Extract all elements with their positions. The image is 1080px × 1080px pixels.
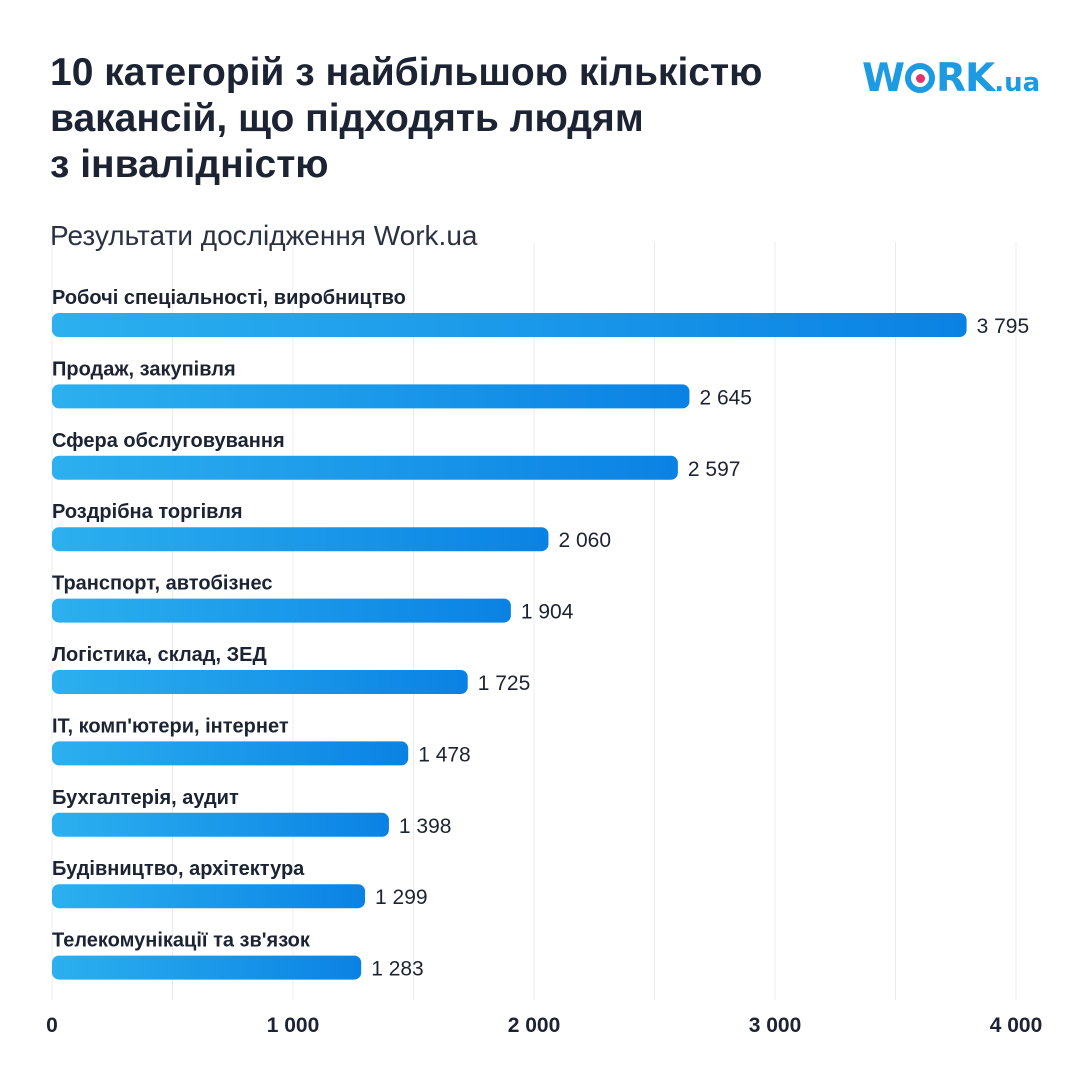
- x-tick-label: 0: [46, 1014, 58, 1037]
- value-label: 2 597: [688, 458, 741, 481]
- title-line-2: вакансій, що підходять людям: [50, 97, 644, 140]
- bar: [52, 884, 366, 909]
- bar-group: Продаж, закупівля 2 645: [52, 358, 752, 409]
- bar: [52, 384, 690, 409]
- bar: [52, 527, 549, 552]
- bar: [52, 670, 468, 694]
- category-label: Сфера обслуговування: [52, 430, 285, 452]
- logo-o-mark-icon: [905, 63, 936, 93]
- category-label: Транспорт, автобізнес: [52, 573, 272, 595]
- category-label: Бухгалтерія, аудит: [52, 787, 239, 809]
- bar-group: Транспорт, автобізнес 1 904: [52, 573, 574, 624]
- category-label: IT, комп'ютери, інтернет: [52, 715, 289, 737]
- category-label: Будівництво, архітектура: [52, 858, 305, 880]
- bar-group: Робочі спеціальності, виробництво 3 795: [52, 287, 1029, 338]
- bar-group: Роздрібна торгівля 2 060: [52, 501, 611, 552]
- x-tick-label: 3 000: [749, 1014, 802, 1037]
- value-label: 1 725: [478, 672, 531, 695]
- title-line-3: з інвалідністю: [50, 143, 329, 186]
- value-label: 2 645: [699, 386, 752, 409]
- bar-group: Будівництво, архітектура 1 299: [52, 858, 428, 909]
- bar: [52, 598, 511, 623]
- value-label: 1 398: [399, 815, 452, 838]
- value-label: 1 904: [521, 601, 574, 624]
- x-tick-label: 1 000: [267, 1014, 320, 1037]
- bar-group: Телекомунікації та зв'язок 1 283: [52, 930, 424, 981]
- category-label: Роздрібна торгівля: [52, 501, 243, 523]
- category-label: Робочі спеціальності, виробництво: [52, 287, 406, 309]
- chart-subtitle: Результати дослідження Work.ua: [50, 220, 478, 251]
- category-label: Логістика, склад, ЗЕД: [52, 644, 267, 666]
- bar-group: Сфера обслуговування 2 597: [52, 430, 740, 481]
- value-label: 1 299: [375, 886, 428, 909]
- work-ua-logo: W RK.ua: [862, 56, 1040, 101]
- bar: [52, 741, 409, 766]
- logo-tld: .ua: [994, 68, 1041, 98]
- category-label: Телекомунікації та зв'язок: [52, 930, 311, 952]
- title-line-1: 10 категорій з найбільшою кількістю: [50, 51, 763, 94]
- bar: [52, 455, 678, 480]
- logo-w: W: [862, 56, 905, 101]
- value-label: 1 478: [418, 743, 471, 766]
- x-tick-label: 4 000: [990, 1014, 1043, 1037]
- x-tick-label: 2 000: [508, 1014, 561, 1037]
- logo-rk: RK: [936, 56, 995, 101]
- category-label: Продаж, закупівля: [52, 358, 236, 380]
- bar: [52, 812, 389, 837]
- bar-group: Бухгалтерія, аудит 1 398: [52, 787, 451, 838]
- bar-group: Логістика, склад, ЗЕД 1 725: [52, 644, 530, 695]
- value-label: 1 283: [371, 958, 424, 981]
- value-label: 3 795: [977, 315, 1030, 338]
- chart-title: 10 категорій з найбільшою кількістю вака…: [50, 50, 840, 188]
- bar: [52, 955, 362, 980]
- bar-group: IT, комп'ютери, інтернет 1 478: [52, 715, 471, 766]
- value-label: 2 060: [558, 529, 611, 552]
- bar: [52, 313, 967, 337]
